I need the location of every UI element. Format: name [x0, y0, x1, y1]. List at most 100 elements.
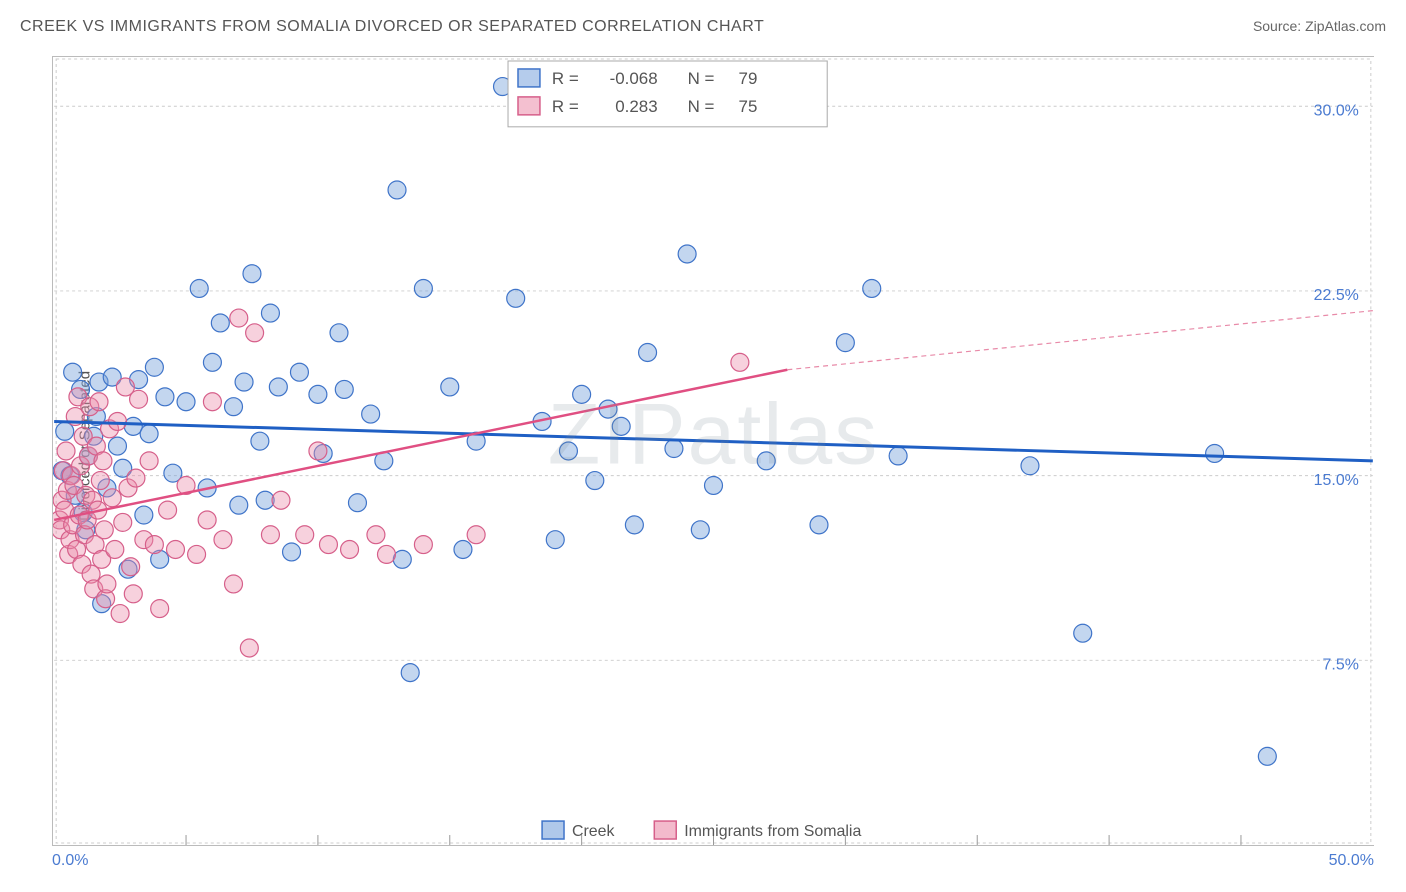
legend-n-label: N = — [688, 97, 715, 116]
data-point — [159, 501, 177, 519]
y-tick-label: 30.0% — [1314, 102, 1359, 119]
data-point — [140, 452, 158, 470]
data-point — [348, 494, 366, 512]
data-point — [309, 442, 327, 460]
data-point — [203, 353, 221, 371]
y-tick-label: 15.0% — [1314, 472, 1359, 489]
data-point — [573, 385, 591, 403]
legend-n-value: 75 — [739, 97, 758, 116]
legend-swatch — [542, 821, 564, 839]
data-point — [103, 489, 121, 507]
data-point — [1206, 444, 1224, 462]
data-point — [240, 639, 258, 657]
chart-header: CREEK VS IMMIGRANTS FROM SOMALIA DIVORCE… — [20, 18, 1386, 36]
legend-n-value: 79 — [739, 69, 758, 88]
data-point — [124, 585, 142, 603]
data-point — [625, 516, 643, 534]
data-point — [546, 531, 564, 549]
data-point — [177, 393, 195, 411]
x-axis-min-label: 0.0% — [52, 852, 88, 870]
data-point — [388, 181, 406, 199]
data-point — [467, 526, 485, 544]
data-point — [114, 513, 132, 531]
data-point — [296, 526, 314, 544]
data-point — [559, 442, 577, 460]
y-tick-label: 22.5% — [1314, 287, 1359, 304]
data-point — [272, 491, 290, 509]
trend-line — [787, 311, 1372, 370]
data-point — [225, 398, 243, 416]
data-point — [362, 405, 380, 423]
data-point — [599, 400, 617, 418]
data-point — [283, 543, 301, 561]
chart-title: CREEK VS IMMIGRANTS FROM SOMALIA DIVORCE… — [20, 18, 764, 36]
data-point — [335, 380, 353, 398]
data-point — [836, 334, 854, 352]
data-point — [127, 469, 145, 487]
data-point — [198, 511, 216, 529]
data-point — [757, 452, 775, 470]
data-point — [665, 440, 683, 458]
data-point — [235, 373, 253, 391]
data-point — [145, 358, 163, 376]
data-point — [341, 541, 359, 559]
data-point — [414, 536, 432, 554]
legend-r-label: R = — [552, 97, 579, 116]
data-point — [91, 472, 109, 490]
plot-area: 7.5%15.0%22.5%30.0%R =-0.068N =79R =0.28… — [52, 56, 1374, 846]
data-point — [230, 496, 248, 514]
legend-series-label: Creek — [572, 823, 615, 840]
data-point — [95, 521, 113, 539]
data-point — [863, 279, 881, 297]
data-point — [214, 531, 232, 549]
data-point — [691, 521, 709, 539]
data-point — [1074, 624, 1092, 642]
data-point — [190, 279, 208, 297]
data-point — [705, 476, 723, 494]
data-point — [98, 575, 116, 593]
data-point — [290, 363, 308, 381]
data-point — [145, 536, 163, 554]
data-point — [230, 309, 248, 327]
data-point — [586, 472, 604, 490]
data-point — [810, 516, 828, 534]
data-point — [135, 506, 153, 524]
data-point — [639, 344, 657, 362]
data-point — [246, 324, 264, 342]
data-point — [612, 417, 630, 435]
source-name: ZipAtlas.com — [1305, 18, 1386, 34]
data-point — [269, 378, 287, 396]
data-point — [156, 388, 174, 406]
data-point — [1258, 747, 1276, 765]
data-point — [454, 541, 472, 559]
data-point — [367, 526, 385, 544]
data-point — [211, 314, 229, 332]
source-label: Source: — [1253, 18, 1305, 34]
data-point — [414, 279, 432, 297]
data-point — [243, 265, 261, 283]
y-tick-label: 7.5% — [1323, 657, 1359, 674]
data-point — [108, 437, 126, 455]
data-point — [151, 600, 169, 618]
data-point — [140, 425, 158, 443]
data-point — [261, 526, 279, 544]
data-point — [261, 304, 279, 322]
data-point — [889, 447, 907, 465]
data-point — [225, 575, 243, 593]
data-point — [1021, 457, 1039, 475]
data-point — [167, 541, 185, 559]
legend-swatch — [518, 69, 540, 87]
data-point — [401, 664, 419, 682]
data-point — [330, 324, 348, 342]
data-point — [188, 545, 206, 563]
legend-r-label: R = — [552, 69, 579, 88]
data-point — [106, 541, 124, 559]
data-point — [377, 545, 395, 563]
data-point — [94, 452, 112, 470]
data-point — [124, 417, 142, 435]
data-point — [111, 605, 129, 623]
data-point — [64, 363, 82, 381]
data-point — [203, 393, 221, 411]
data-point — [90, 393, 108, 411]
legend-swatch — [654, 821, 676, 839]
